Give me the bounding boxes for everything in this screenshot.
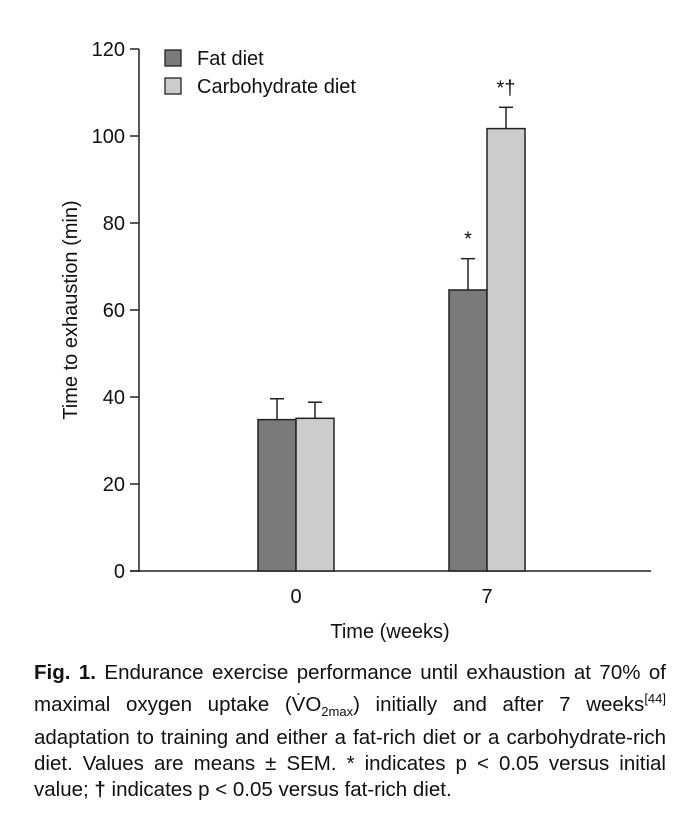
figure-caption: Fig. 1. Endurance exercise performance u… [34,660,666,803]
legend-label: Fat diet [197,48,264,70]
caption-sub: 2max [321,703,354,719]
caption-dagger: † [94,777,106,801]
bar-fat-week-0 [257,418,297,572]
y-axis-label: Time to exhaustion (min) [60,200,82,419]
bar-carbohydrate-week-0 [295,417,335,572]
bar-chart: 0 20 40 60 80 100 120 0 7 * *† Time (weeks) Time to … [60,39,651,643]
y-tick-label: 40 [103,387,125,409]
y-tick-label: 120 [92,39,125,61]
significance-marker: * [464,229,472,251]
caption-text: ) initially and after 7 weeks [353,692,645,716]
bar-carbohydrate-week-7 [486,127,526,572]
x-tick-label: 7 [481,586,492,608]
legend-label: Carbohydrate diet [197,76,356,98]
legend-swatch [164,49,182,67]
y-tick-label: 60 [103,300,125,322]
caption-label: Fig. 1. [34,661,96,684]
x-axis-label: Time (weeks) [330,621,449,643]
y-tick-label: 100 [92,126,125,148]
caption-reference: [44] [644,691,666,706]
y-tick-label: 0 [114,561,125,583]
y-tick-label: 20 [103,474,125,496]
x-tick-label: 0 [290,586,301,608]
caption-text: Endurance exercise performance until exh… [34,661,666,716]
caption-text: adaptation to training and either a fat-… [34,725,666,801]
bar-fat-week-7 [448,289,488,572]
caption-text: indicates p < 0.05 versus fat-rich diet. [105,777,452,801]
legend-swatch [164,77,182,95]
y-tick-label: 80 [103,213,125,235]
significance-marker: *† [497,77,516,99]
